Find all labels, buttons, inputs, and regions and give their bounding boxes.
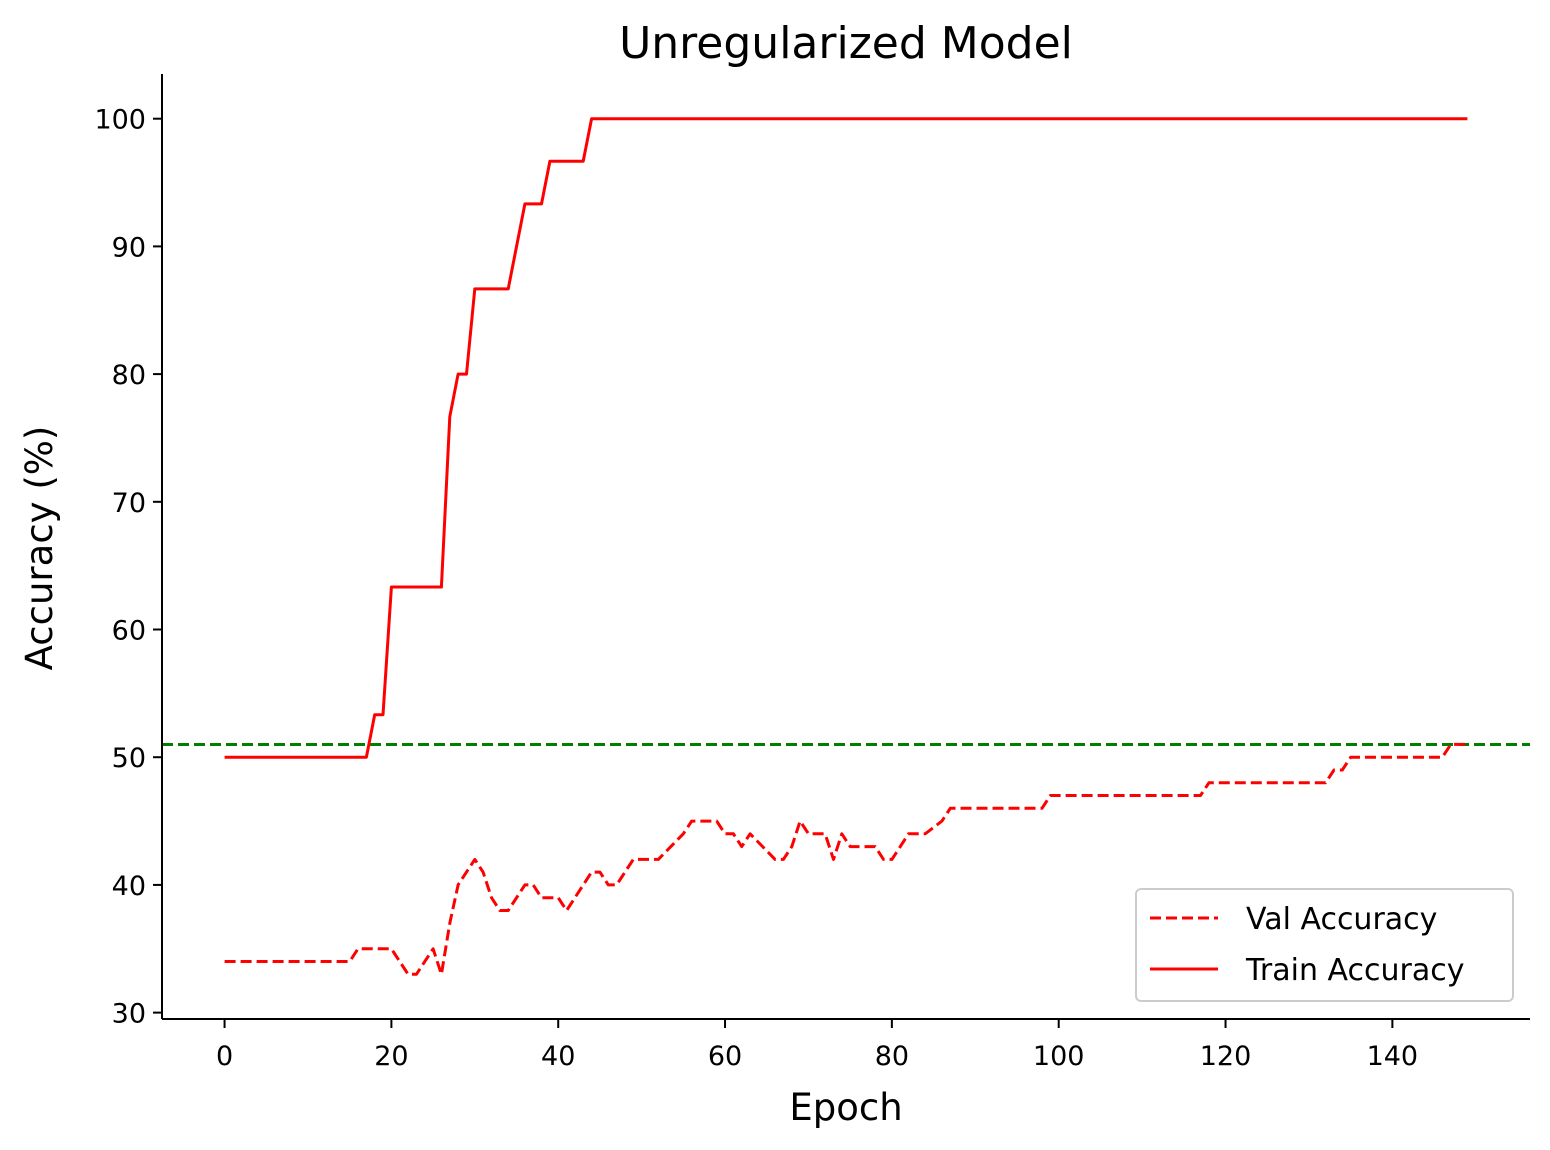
x-axis-title: Epoch [789, 1086, 902, 1129]
legend-box [1135, 888, 1514, 1002]
y-tick-label: 80 [112, 360, 146, 391]
x-tick-label: 80 [875, 1041, 909, 1072]
x-tick-label: 40 [541, 1041, 575, 1072]
legend: Val Accuracy Train Accuracy [1135, 888, 1514, 1002]
plot-lines [162, 117, 1530, 976]
y-tick-label: 90 [112, 232, 146, 263]
series-line-val-accuracy [224, 742, 1468, 976]
legend-label-val-accuracy: Val Accuracy [1246, 902, 1437, 937]
x-ticks: 0 20 40 60 80 100 120 140 [216, 1019, 1418, 1072]
y-axis-title: Accuracy (%) [18, 426, 61, 671]
x-tick-label: 100 [1033, 1041, 1085, 1072]
y-tick-label: 30 [112, 999, 146, 1030]
legend-label-train-accuracy: Train Accuracy [1245, 953, 1464, 988]
x-tick-label: 120 [1200, 1041, 1252, 1072]
y-tick-label: 100 [94, 105, 146, 136]
y-tick-label: 50 [112, 743, 146, 774]
x-tick-label: 60 [708, 1041, 742, 1072]
y-tick-label: 40 [112, 871, 146, 902]
x-tick-label: 20 [374, 1041, 408, 1072]
y-ticks: 30 40 50 60 70 80 90 100 [94, 105, 162, 1030]
y-tick-label: 60 [112, 616, 146, 647]
x-tick-label: 140 [1367, 1041, 1419, 1072]
chart-title: Unregularized Model [619, 18, 1073, 69]
x-tick-label: 0 [216, 1041, 233, 1072]
y-tick-label: 70 [112, 488, 146, 519]
series-line-train-accuracy [224, 117, 1468, 759]
